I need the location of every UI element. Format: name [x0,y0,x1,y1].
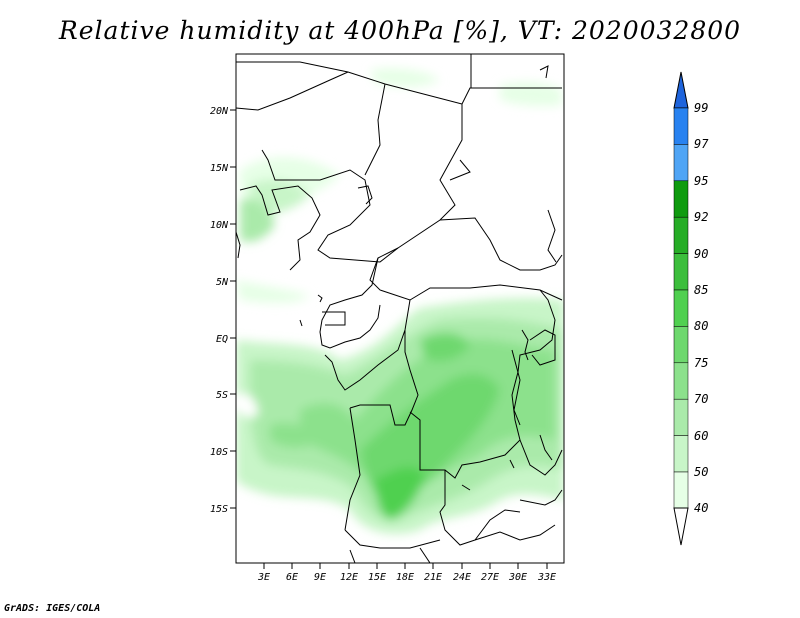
lat-label: 5S [216,390,228,401]
humidity-shading [236,68,564,534]
lon-label: 15E [368,572,386,583]
lat-label: 10S [210,447,228,458]
lon-label: 9E [314,572,326,583]
colorbar-label: 80 [694,319,708,333]
colorbar-swatch [673,180,689,218]
colorbar-label: 50 [694,465,708,479]
colorbar-swatch [673,216,689,254]
longitude-axis: 3E 6E 9E 12E 15E 18E 21E 24E 27E 30E 33E [257,563,556,583]
colorbar-swatch [673,435,689,473]
map-title: Relative humidity at 400hPa [%], VT: 202… [58,16,742,45]
colorbar-swatch [673,362,689,400]
map-frame [235,53,565,564]
colorbar-label: 95 [694,174,708,188]
colorbar-swatch [673,471,689,509]
colorbar-label: 92 [694,210,708,224]
colorbar: 99 97 95 92 90 85 80 75 70 60 50 40 [673,71,709,546]
lon-label: 33E [537,572,556,583]
lat-label: 20N [210,106,229,117]
colorbar-swatch [673,398,689,436]
lon-label: 18E [396,572,414,583]
colorbar-swatch [673,326,689,364]
lat-label: 10N [210,220,229,231]
colorbar-label: 40 [694,501,708,515]
lon-label: 27E [481,572,499,583]
lon-label: 21E [424,572,442,583]
colorbar-bottom-arrow [673,507,689,546]
lat-label: 15N [210,163,229,174]
colorbar-swatch [673,289,689,327]
lat-label: 5N [216,277,229,288]
lon-label: 12E [340,572,358,583]
colorbar-label: 70 [694,392,708,406]
colorbar-label: 90 [694,247,708,261]
credit-text: GrADS: IGES/COLA [4,603,101,614]
colorbar-swatch [673,107,689,145]
colorbar-label: 75 [694,356,708,370]
lon-label: 6E [286,572,298,583]
colorbar-label: 60 [694,429,708,443]
colorbar-swatch [673,253,689,291]
lon-label: 30E [508,572,527,583]
lon-label: 3E [257,572,270,583]
country-borders [236,54,563,563]
colorbar-label: 85 [694,283,708,297]
colorbar-label: 97 [694,137,709,151]
lon-label: 24E [453,572,471,583]
latitude-axis: 20N 15N 10N 5N EQ 5S 10S 15S [210,106,236,515]
colorbar-top-arrow [673,71,689,109]
colorbar-swatch [673,144,689,182]
lat-label: EQ [216,334,228,345]
lat-label: 15S [210,504,228,515]
colorbar-label: 99 [694,101,708,115]
